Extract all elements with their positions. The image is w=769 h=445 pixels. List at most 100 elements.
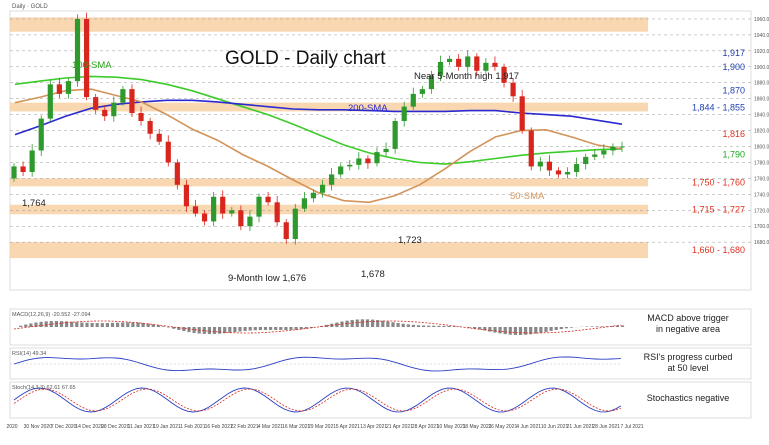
macd-bar <box>249 327 252 331</box>
macd-bar <box>136 323 139 327</box>
label-200-sma: 200-SMA <box>348 103 388 114</box>
macd-bar <box>228 327 231 333</box>
x-tick-label: 5 Apr 2021 <box>336 424 360 430</box>
level-label: 1,844 - 1,855 <box>692 102 745 112</box>
level-label: 1,790 <box>722 149 745 159</box>
macd-bar <box>244 327 247 331</box>
macd-bar <box>417 325 420 327</box>
candle-body <box>256 197 261 217</box>
x-tick-label: 28 Dec 2020 <box>101 424 130 430</box>
main-price-panel: 1680.0001700.0001720.0001740.0001760.000… <box>10 11 769 290</box>
macd-bar <box>621 325 624 327</box>
macd-bar <box>402 324 405 327</box>
candle-body <box>202 213 207 221</box>
rsi-header: RSI(14) 49.34 <box>12 351 46 357</box>
candle-body <box>102 110 107 116</box>
macd-bar <box>407 324 410 327</box>
candle-body <box>347 165 352 167</box>
macd-bar <box>80 322 83 327</box>
label-near-5m-high: Near 5-Month high 1,917 <box>414 71 519 82</box>
y-tick-label: 1800.000 <box>754 145 769 151</box>
candle-body <box>93 97 98 110</box>
macd-bar <box>121 323 124 327</box>
macd-bar <box>412 325 415 327</box>
macd-bar <box>366 319 369 327</box>
candle-body <box>592 154 597 156</box>
macd-bar <box>19 326 22 327</box>
label-1723: 1,723 <box>398 235 422 246</box>
macd-bar <box>391 322 394 327</box>
macd-bar <box>187 327 190 332</box>
macd-bar <box>570 327 573 328</box>
candle-body <box>120 89 125 103</box>
macd-bar <box>397 323 400 327</box>
macd-bar <box>85 323 88 327</box>
macd-bar <box>40 322 43 327</box>
x-tick-label: 30 Nov 2020 <box>24 424 53 430</box>
y-tick-label: 1760.000 <box>754 176 769 182</box>
candle-body <box>420 89 425 94</box>
macd-bar <box>254 327 257 330</box>
macd-bar <box>233 327 236 332</box>
label-1678: 1,678 <box>361 269 385 280</box>
macd-bar <box>264 327 267 330</box>
y-tick-label: 1840.000 <box>754 113 769 119</box>
support-resistance-zone <box>10 17 648 31</box>
macd-bar <box>550 327 553 331</box>
candle-body <box>601 151 606 155</box>
macd-bar <box>238 327 241 332</box>
macd-bar <box>356 320 359 327</box>
candle-body <box>20 166 25 172</box>
candle-body <box>556 170 561 174</box>
candle-body <box>374 152 379 163</box>
macd-bar <box>560 327 563 329</box>
candle-body <box>356 158 361 164</box>
candle-body <box>166 142 171 163</box>
support-resistance-zone <box>10 178 648 186</box>
macd-bar <box>524 327 527 335</box>
candle-body <box>311 193 316 199</box>
x-tick-label: 7 Dec 2020 <box>51 424 77 430</box>
window-label: Daily · GOLD <box>12 4 48 10</box>
macd-bar <box>386 321 389 327</box>
macd-bar <box>590 326 593 327</box>
x-tick-label: 18 May 2021 <box>463 424 492 430</box>
support-resistance-zone <box>10 205 648 215</box>
candle-body <box>492 63 497 67</box>
candle-body <box>302 198 307 208</box>
macd-bar <box>279 327 282 330</box>
x-tick-label: 4 Mar 2021 <box>258 424 284 430</box>
candle-body <box>293 209 298 239</box>
x-tick-label: 19 Jan 2021 <box>153 424 181 430</box>
x-tick-label: 21 Jun 2021 <box>567 424 595 430</box>
x-tick-label: 28 Apr 2021 <box>412 424 439 430</box>
x-tick-label: 16 Mar 2021 <box>282 424 310 430</box>
candle-body <box>329 174 334 184</box>
macd-bar <box>514 327 517 335</box>
candle-body <box>383 149 388 152</box>
candle-body <box>583 157 588 164</box>
macd-bar <box>499 327 502 333</box>
macd-bar <box>519 327 522 335</box>
macd-bar <box>437 326 440 327</box>
macd-bar <box>595 326 598 327</box>
candle-body <box>175 162 180 184</box>
level-label: 1,900 <box>722 62 745 72</box>
macd-bar <box>259 327 262 330</box>
level-label: 1,816 <box>722 129 745 139</box>
y-tick-label: 1720.000 <box>754 208 769 214</box>
candle-body <box>220 197 225 214</box>
macd-bar <box>432 326 435 327</box>
y-tick-label: 1900.000 <box>754 65 769 71</box>
macd-bar <box>422 325 425 327</box>
macd-bar <box>351 320 354 327</box>
macd-bar <box>131 322 134 327</box>
candle-body <box>57 84 62 94</box>
x-tick-label: 21 Apr 2021 <box>386 424 413 430</box>
candle-body <box>365 158 370 163</box>
candle-body <box>148 121 153 134</box>
candle-body <box>547 162 552 171</box>
macd-bar <box>162 326 165 327</box>
macd-bar <box>218 327 221 334</box>
